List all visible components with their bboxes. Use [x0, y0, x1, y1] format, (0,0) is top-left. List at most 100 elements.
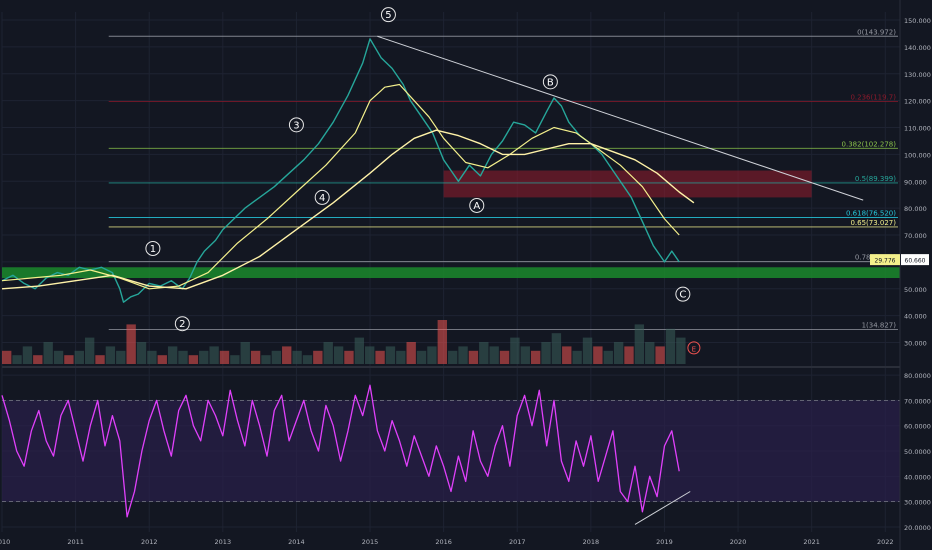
- volume-bar: [136, 342, 147, 364]
- volume-bar: [676, 337, 686, 364]
- volume-bar: [468, 350, 479, 364]
- time-tick-label: 2022: [877, 538, 894, 546]
- price-tick-label: 40.000: [904, 313, 927, 321]
- rsi-trendline: [634, 491, 691, 525]
- rsi-tick-label: 50.0000: [904, 448, 931, 456]
- price-tick-label: 30.000: [904, 340, 927, 348]
- price-tick-label: 150.000: [904, 17, 931, 25]
- price-tag-left: 29.776: [875, 258, 896, 265]
- volume-bar: [147, 350, 157, 364]
- volume-bar: [479, 342, 489, 364]
- volume-bar: [33, 355, 43, 364]
- wave-label: C: [679, 290, 686, 301]
- time-tick-label: 2010: [0, 538, 10, 546]
- volume-bar: [53, 350, 64, 364]
- time-tick-label: 2016: [435, 538, 452, 546]
- volume-bar: [178, 350, 188, 364]
- wave-label-circle: [687, 341, 701, 355]
- volume-bar: [95, 355, 105, 364]
- time-tick-label: 2017: [509, 538, 526, 546]
- fib-level-label: 0.65(73.027): [850, 219, 896, 227]
- fibonacci-levels: 0(143.972) 0.236(119.7) 0.382(102.278) 0.5(…: [108, 28, 898, 330]
- rsi-tick-label: 80.0000: [904, 372, 931, 380]
- wave-label-circle: [288, 117, 304, 133]
- wave-label: 4: [319, 193, 325, 204]
- volume-bar: [2, 350, 12, 364]
- moving-average-fast-line: [1, 83, 680, 290]
- volume-bar: [188, 355, 199, 364]
- time-tick-label: 2013: [215, 538, 232, 546]
- volume-bar: [510, 337, 520, 364]
- price-tag-left-bg: [870, 254, 900, 266]
- trendlines: [377, 35, 864, 201]
- volume-bar: [292, 350, 302, 364]
- wave-label-circle: [314, 189, 330, 205]
- rsi-tick-label: 40.0000: [904, 473, 931, 481]
- volume-bar: [551, 333, 562, 364]
- volume-bar: [74, 350, 84, 364]
- price-trendline: [377, 35, 864, 201]
- price-tick-label: 100.000: [904, 151, 931, 159]
- time-tick-label: 2018: [583, 538, 600, 546]
- price-tag-right-bg: [901, 254, 929, 266]
- price-line: [1, 38, 680, 303]
- wave-label-circle: [675, 286, 691, 302]
- volume-bar: [365, 346, 375, 364]
- volume-bar: [271, 350, 282, 364]
- volume-bar: [499, 350, 510, 364]
- time-tick-label: 2020: [730, 538, 747, 546]
- volume-bar: [520, 346, 530, 364]
- volume-bar: [406, 342, 416, 364]
- volume-bar: [541, 342, 551, 364]
- volume-bar: [84, 337, 95, 364]
- volume-bar: [447, 350, 458, 364]
- price-tick-label: 110.000: [904, 125, 931, 133]
- time-tick-label: 2021: [803, 538, 820, 546]
- volume-bar: [12, 355, 22, 364]
- volume-bar: [157, 355, 167, 364]
- volume-bar: [655, 346, 665, 364]
- price-series: [1, 38, 695, 303]
- fib-level-label: 0.382(102.278): [842, 140, 897, 148]
- time-tick-label: 2011: [67, 538, 84, 546]
- wave-label: 5: [385, 10, 391, 21]
- volume-bar: [613, 342, 624, 364]
- price-tag-right: 60.660: [905, 258, 926, 265]
- fib-level-label: 0.5(89.399): [855, 175, 896, 183]
- volume-bar: [582, 337, 593, 364]
- wave-label: 3: [293, 120, 299, 131]
- fib-level-label: 0.236(119.7): [850, 93, 896, 101]
- volume-bar: [167, 346, 178, 364]
- price-tick-label: 70.000: [904, 232, 927, 240]
- volume-bar: [43, 342, 53, 364]
- volume-bar: [562, 346, 572, 364]
- rsi-band: [2, 400, 900, 502]
- volume-bar: [603, 350, 613, 364]
- volume-bar: [333, 346, 344, 364]
- fib-level-label: 1(34.827): [862, 322, 897, 330]
- volume-bar: [416, 350, 427, 364]
- volume-bar: [354, 337, 365, 364]
- wave-label: E: [692, 345, 696, 353]
- volume-bar: [313, 350, 323, 364]
- volume-bar: [302, 355, 313, 364]
- volume-bar: [22, 346, 33, 364]
- volume-bar: [645, 342, 655, 364]
- time-tick-label: 2019: [656, 538, 673, 546]
- fib-level-label: 0(143.972): [857, 28, 896, 36]
- support-zone: [2, 267, 900, 279]
- volume-bar: [199, 350, 209, 364]
- wave-label-circle: [380, 7, 396, 23]
- wave-label-circle: [174, 316, 190, 332]
- volume-bar: [230, 355, 240, 364]
- volume-bar: [240, 342, 250, 364]
- volume-bar: [105, 346, 116, 364]
- volume-bar: [282, 346, 292, 364]
- price-tick-label: 50.000: [904, 286, 927, 294]
- price-tick-label: 80.000: [904, 205, 927, 213]
- volume-bar: [344, 350, 354, 364]
- rsi-line: [1, 384, 680, 518]
- volume-bar: [209, 346, 219, 364]
- price-tick-label: 90.000: [904, 178, 927, 186]
